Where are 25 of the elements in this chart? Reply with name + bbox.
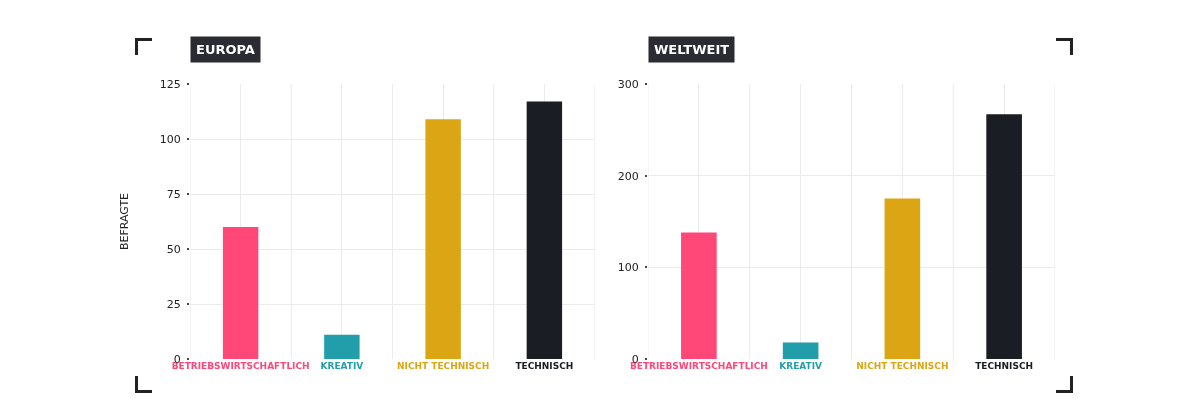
chart-title: EUROPA bbox=[196, 42, 255, 57]
bar bbox=[681, 232, 717, 359]
bar bbox=[782, 342, 819, 359]
x-tick-label: TECHNISCH bbox=[515, 361, 574, 371]
bar bbox=[884, 198, 921, 359]
bar bbox=[222, 227, 259, 359]
x-tick-label: NICHT TECHNISCH bbox=[856, 361, 949, 371]
bar bbox=[526, 101, 563, 359]
y-tick-label: 300 bbox=[617, 77, 639, 91]
x-tick-label: NICHT TECHNISCH bbox=[397, 361, 490, 371]
bar bbox=[425, 119, 461, 359]
y-tick-label: 50 bbox=[166, 242, 181, 256]
y-tick-label: 25 bbox=[166, 297, 181, 311]
y-tick-label: 100 bbox=[617, 261, 639, 275]
y-tick-label: 100 bbox=[159, 132, 181, 146]
y-tick-label: 200 bbox=[617, 169, 639, 183]
bar bbox=[986, 114, 1022, 359]
x-tick-label: KREATIV bbox=[779, 361, 823, 371]
x-tick-label: TECHNISCH bbox=[975, 361, 1034, 371]
y-tick-label: 75 bbox=[166, 187, 181, 201]
x-tick-label: KREATIV bbox=[320, 361, 364, 371]
bar bbox=[324, 334, 360, 359]
y-tick-label: 125 bbox=[159, 77, 181, 91]
y-axis-title: BEFRAGTE bbox=[118, 192, 132, 251]
chart-title: WELTWEIT bbox=[654, 42, 730, 57]
